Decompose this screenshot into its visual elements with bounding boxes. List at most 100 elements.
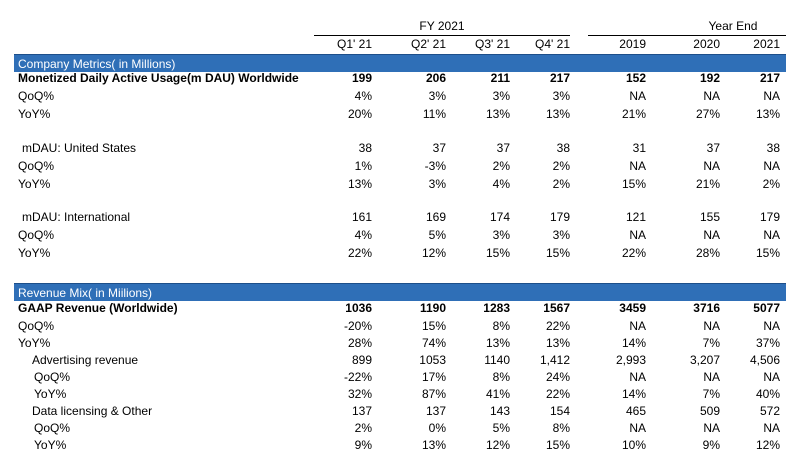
table-cell: 22% (545, 319, 570, 333)
table-cell: 40% (755, 387, 780, 401)
table-cell: 2% (762, 177, 780, 191)
table-cell: 4% (354, 89, 372, 103)
table-cell: 15% (485, 246, 510, 260)
table-cell: NA (703, 228, 720, 242)
table-cell: 13% (545, 336, 570, 350)
table-cell: 3% (428, 177, 446, 191)
table-row: GAAP Revenue (Worldwide) 1036 1190 1283 1567… (14, 300, 786, 317)
table-cell: 169 (425, 210, 446, 224)
table-cell: 2% (492, 159, 510, 173)
table-cell: 161 (351, 210, 372, 224)
table-cell: 155 (699, 210, 720, 224)
table-row: mDAU: United States 38 37 37 38 31 37 38 (14, 140, 786, 157)
table-cell: NA (703, 319, 720, 333)
column-header-q4: Q4' 21 (535, 37, 570, 51)
table-cell: NA (763, 89, 780, 103)
table-row: mDAU: International 161 169 174 179 121 155 179 (14, 209, 786, 226)
table-cell: 74% (421, 336, 446, 350)
column-header-q1: Q1' 21 (337, 37, 372, 51)
table-cell: 8% (552, 421, 570, 435)
row-label: YoY% (18, 336, 51, 350)
table-cell: 179 (549, 210, 570, 224)
table-cell: 1036 (345, 301, 372, 315)
table-cell: 13% (485, 107, 510, 121)
table-row: YoY% 28% 74% 13% 13% 14% 7% 37% (14, 335, 786, 352)
column-header-2021: 2021 (753, 37, 780, 51)
table-cell: NA (763, 370, 780, 384)
column-header-2019: 2019 (619, 37, 646, 51)
table-cell: 7% (702, 336, 720, 350)
group-header-year-end: Year End (708, 19, 758, 33)
table-row: QoQ% 4% 5% 3% 3% NA NA NA (14, 227, 786, 244)
table-cell: 21% (695, 177, 720, 191)
table-cell: 15% (545, 438, 570, 452)
table-cell: NA (703, 159, 720, 173)
table-cell: 14% (621, 387, 646, 401)
table-cell: NA (629, 89, 646, 103)
table-cell: NA (703, 370, 720, 384)
column-header-q2: Q2' 21 (411, 37, 446, 51)
table-cell: 143 (489, 404, 510, 418)
table-cell: 3% (492, 89, 510, 103)
table-cell: 12% (421, 246, 446, 260)
table-cell: 2% (552, 177, 570, 191)
table-cell: 572 (759, 404, 780, 418)
table-cell: 22% (545, 387, 570, 401)
table-cell: 1190 (419, 301, 446, 315)
row-label: QoQ% (18, 159, 55, 173)
table-cell: 38 (358, 141, 372, 155)
table-cell: 206 (425, 71, 446, 85)
table-cell: 3716 (693, 301, 720, 315)
table-cell: 15% (621, 177, 646, 191)
row-label: YoY% (18, 246, 51, 260)
table-cell: 3% (428, 89, 446, 103)
table-cell: 28% (695, 246, 720, 260)
group-header-fy2021: FY 2021 (419, 19, 465, 33)
table-row: QoQ% -22% 17% 8% 24% NA NA NA (14, 369, 786, 386)
table-cell: NA (629, 421, 646, 435)
table-cell: NA (763, 421, 780, 435)
row-label: mDAU: United States (22, 141, 137, 155)
table-cell: 13% (485, 336, 510, 350)
table-cell: 21% (621, 107, 646, 121)
table-cell: 20% (347, 107, 372, 121)
table-cell: 211 (490, 71, 510, 85)
table-cell: 2% (552, 159, 570, 173)
table-cell: 37 (432, 141, 446, 155)
table-row: QoQ% -20% 15% 8% 22% NA NA NA (14, 318, 786, 335)
table-row: QoQ% 2% 0% 5% 8% NA NA NA (14, 420, 786, 437)
table-cell: 2% (354, 421, 372, 435)
table-cell: 9% (702, 438, 720, 452)
table-cell: 137 (351, 404, 372, 418)
row-label: YoY% (34, 438, 67, 452)
table-cell: NA (763, 319, 780, 333)
table-cell: 4% (492, 177, 510, 191)
table-cell: 137 (425, 404, 446, 418)
row-label: YoY% (18, 107, 51, 121)
table-cell: 3% (552, 228, 570, 242)
table-cell: 14% (621, 336, 646, 350)
row-label: GAAP Revenue (Worldwide) (18, 301, 178, 315)
table-cell: 5% (428, 228, 446, 242)
table-cell: NA (629, 159, 646, 173)
table-cell: NA (763, 159, 780, 173)
table-cell: NA (629, 370, 646, 384)
table-cell: 11% (422, 107, 446, 121)
section-header-0: Company Metrics( in Millions) (14, 54, 786, 72)
table-cell: 4,506 (749, 353, 780, 367)
table-cell: 152 (625, 71, 646, 85)
table-cell: 217 (549, 71, 570, 85)
table-cell: 41% (485, 387, 510, 401)
table-cell: NA (629, 319, 646, 333)
table-row: YoY% 32% 87% 41% 22% 14% 7% 40% (14, 386, 786, 403)
row-label: Data licensing & Other (32, 404, 153, 418)
table-cell: 13% (755, 107, 780, 121)
table-cell: 17% (421, 370, 446, 384)
table-cell: 3,207 (689, 353, 720, 367)
table-cell: -3% (424, 159, 446, 173)
table-cell: 199 (351, 71, 372, 85)
table-cell: 3% (552, 89, 570, 103)
table-cell: 37 (496, 141, 510, 155)
column-header-2020: 2020 (693, 37, 720, 51)
row-label: YoY% (18, 177, 51, 191)
